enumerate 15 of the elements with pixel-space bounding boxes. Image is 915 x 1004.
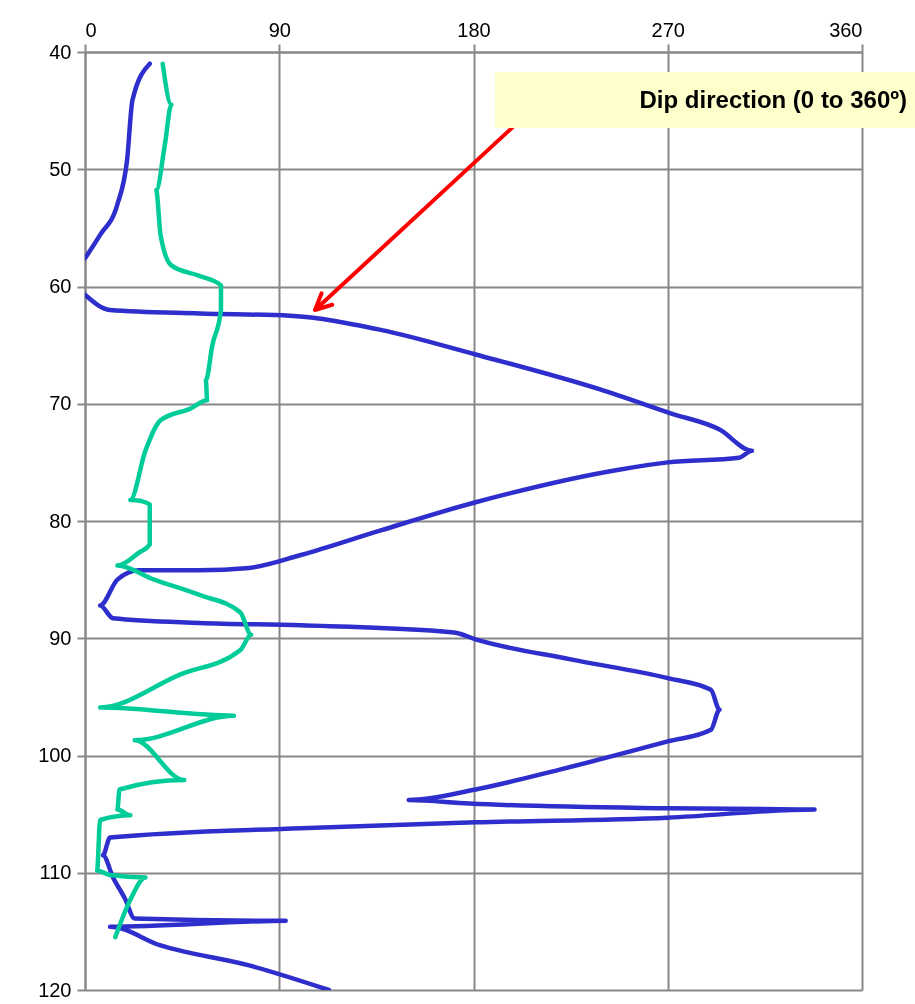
y-tick-label: 70 <box>49 392 72 415</box>
y-tick-label: 50 <box>49 157 72 180</box>
x-tick-label: 180 <box>457 18 491 41</box>
y-tick-label: 110 <box>39 861 72 884</box>
y-tick-label: 40 <box>49 40 72 63</box>
y-tick-label: 100 <box>38 744 72 766</box>
x-tick-label: 360 <box>829 18 863 41</box>
y-tick-label: 60 <box>49 275 72 297</box>
x-tick-label: 0 <box>85 18 97 41</box>
x-tick-label: 270 <box>651 18 685 41</box>
callout-box: Dip direction (0 to 360º) <box>495 72 915 128</box>
y-tick-label: 120 <box>38 978 72 1001</box>
y-tick-label: 80 <box>49 509 72 532</box>
x-tick-label: 90 <box>268 18 291 41</box>
y-tick-label: 90 <box>49 626 72 649</box>
